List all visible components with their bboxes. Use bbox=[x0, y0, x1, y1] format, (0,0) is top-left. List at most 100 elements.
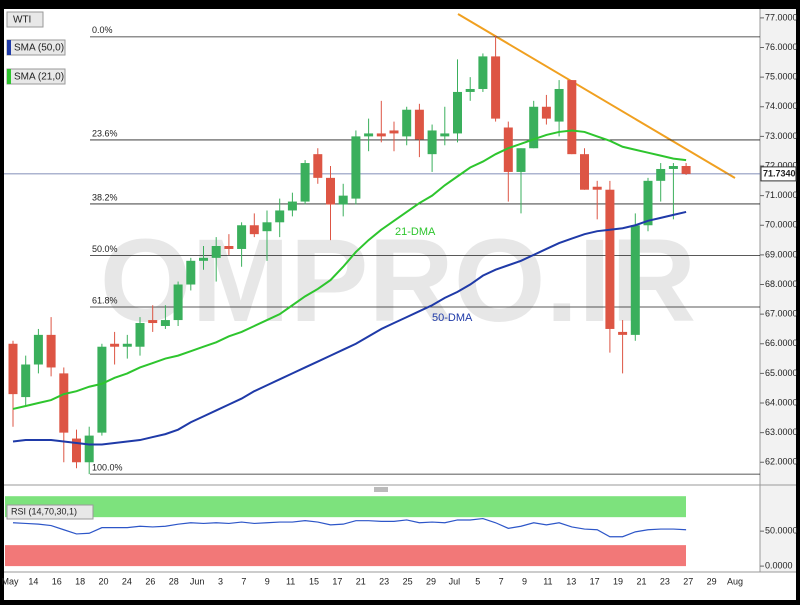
watermark: OMPRO.IR bbox=[100, 215, 697, 347]
x-tick-label: Jul bbox=[449, 576, 461, 586]
y-tick-label: 71.0000 bbox=[765, 190, 798, 200]
y-tick-label: 63.0000 bbox=[765, 427, 798, 437]
candle-body bbox=[135, 323, 145, 347]
fib-label: 0.0% bbox=[92, 25, 113, 35]
x-tick-label: 24 bbox=[122, 576, 132, 586]
x-tick-label: 16 bbox=[52, 576, 62, 586]
legend-swatch bbox=[7, 69, 11, 84]
candle-body bbox=[122, 343, 132, 347]
instrument-label: WTI bbox=[13, 15, 31, 26]
y-tick-label: 65.0000 bbox=[765, 368, 798, 378]
price-axis bbox=[760, 9, 796, 572]
candle-body bbox=[478, 56, 488, 89]
candle-body bbox=[249, 225, 259, 235]
x-tick-label: May bbox=[1, 576, 19, 586]
legend-label: SMA (50,0) bbox=[14, 43, 64, 54]
x-tick-label: Aug bbox=[727, 576, 743, 586]
candle-body bbox=[643, 180, 653, 226]
x-tick-label: 18 bbox=[75, 576, 85, 586]
x-tick-label: 7 bbox=[241, 576, 246, 586]
candle-body bbox=[262, 222, 272, 232]
candle-body bbox=[148, 320, 158, 324]
x-tick-label: 17 bbox=[590, 576, 600, 586]
candle-body bbox=[440, 133, 450, 137]
x-tick-label: 15 bbox=[309, 576, 319, 586]
candle-body bbox=[186, 260, 196, 285]
x-tick-label: 21 bbox=[356, 576, 366, 586]
fib-label: 50.0% bbox=[92, 244, 118, 254]
candle-body bbox=[491, 56, 501, 119]
y-tick-label: 66.0000 bbox=[765, 338, 798, 348]
x-tick-label: 17 bbox=[332, 576, 342, 586]
x-tick-label: 26 bbox=[145, 576, 155, 586]
x-tick-label: Jun bbox=[190, 576, 205, 586]
candle-body bbox=[84, 435, 94, 463]
y-tick-label: 74.0000 bbox=[765, 101, 798, 111]
y-tick-label: 69.0000 bbox=[765, 249, 798, 259]
fib-label: 100.0% bbox=[92, 462, 123, 472]
x-tick-label: 14 bbox=[28, 576, 38, 586]
legend-swatch bbox=[7, 40, 11, 55]
sma-line bbox=[12, 129, 687, 410]
candle-body bbox=[656, 168, 666, 181]
y-tick-label: 62.0000 bbox=[765, 457, 798, 467]
candle-body bbox=[33, 334, 43, 365]
y-tick-label: 70.0000 bbox=[765, 220, 798, 230]
x-tick-label: 28 bbox=[169, 576, 179, 586]
legend-box[interactable] bbox=[6, 11, 44, 28]
x-tick-label: 9 bbox=[522, 576, 527, 586]
y-tick-label: 77.0000 bbox=[765, 12, 798, 22]
fib-label: 61.8% bbox=[92, 295, 118, 305]
candle-body bbox=[338, 195, 348, 205]
x-tick-label: 21 bbox=[636, 576, 646, 586]
x-tick-label: 29 bbox=[426, 576, 436, 586]
y-tick-label: 73.0000 bbox=[765, 131, 798, 141]
candle-body bbox=[313, 154, 323, 178]
candle-body bbox=[160, 320, 170, 326]
x-tick-label: 9 bbox=[265, 576, 270, 586]
y-tick-label: 67.0000 bbox=[765, 309, 798, 319]
candle-body bbox=[541, 106, 551, 119]
x-tick-label: 3 bbox=[218, 576, 223, 586]
y-tick-label: 68.0000 bbox=[765, 279, 798, 289]
candle-body bbox=[8, 343, 18, 395]
candle-body bbox=[72, 438, 81, 463]
y-tick-label: 75.0000 bbox=[765, 72, 798, 82]
sma-line bbox=[12, 210, 687, 446]
candle-body bbox=[453, 91, 462, 134]
candle-body bbox=[389, 130, 399, 134]
candle-body bbox=[364, 133, 374, 137]
candle-body bbox=[59, 373, 69, 433]
x-tick-label: 23 bbox=[379, 576, 389, 586]
candle-body bbox=[351, 136, 361, 199]
x-tick-label: 27 bbox=[683, 576, 693, 586]
splitter-handle[interactable] bbox=[374, 487, 388, 492]
rsi-line bbox=[12, 517, 687, 538]
candle-body bbox=[630, 225, 640, 335]
candle-body bbox=[618, 331, 628, 335]
x-tick-label: 19 bbox=[613, 576, 623, 586]
x-tick-label: 25 bbox=[403, 576, 413, 586]
x-tick-label: 23 bbox=[660, 576, 670, 586]
x-tick-label: 11 bbox=[543, 576, 552, 586]
candle-body bbox=[97, 346, 107, 433]
candle-body bbox=[199, 257, 208, 261]
candle-body bbox=[21, 364, 31, 398]
candle-body bbox=[592, 186, 602, 190]
candle-body bbox=[465, 88, 475, 92]
candle-body bbox=[516, 148, 526, 172]
x-tick-label: 13 bbox=[566, 576, 576, 586]
candle-body bbox=[376, 133, 386, 137]
legend-label: SMA (21,0) bbox=[14, 72, 64, 83]
fib-label: 38.2% bbox=[92, 192, 118, 202]
trend-line bbox=[457, 13, 736, 179]
candle-body bbox=[529, 106, 539, 149]
candle-body bbox=[275, 210, 285, 223]
rsi-label-box[interactable] bbox=[6, 504, 94, 520]
candle-body bbox=[554, 88, 564, 122]
candle-body bbox=[427, 130, 437, 155]
fib-label: 23.6% bbox=[92, 128, 118, 138]
sma-annotation: 21-DMA bbox=[395, 226, 436, 238]
candle-body bbox=[224, 246, 234, 249]
